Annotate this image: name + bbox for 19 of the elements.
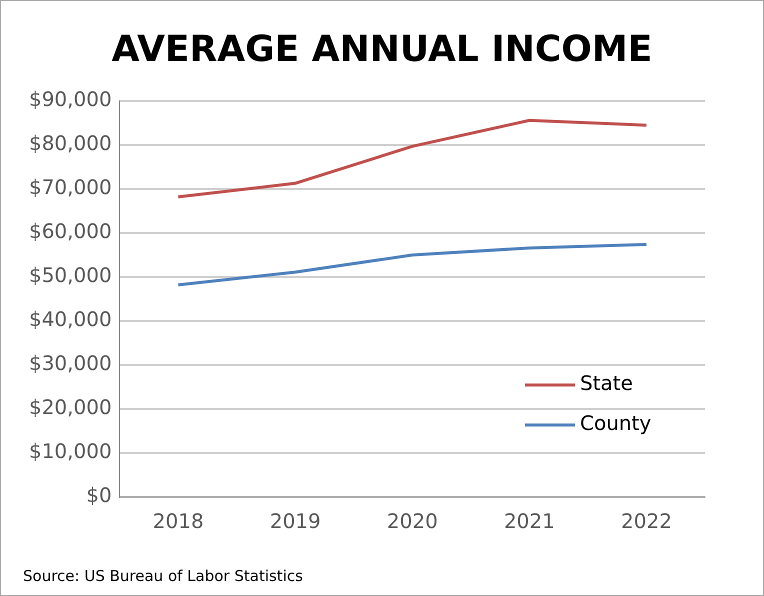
chart-title: AVERAGE ANNUAL INCOME: [110, 29, 654, 70]
y-tick-label: $90,000: [28, 87, 112, 112]
x-tick-label: 2020: [386, 509, 438, 534]
y-tick-label: $50,000: [28, 263, 112, 288]
source-note: Source: US Bureau of Labor Statistics: [23, 567, 303, 585]
legend-label: State: [580, 371, 633, 396]
y-tick-label: $10,000: [28, 439, 112, 464]
legend-label: County: [580, 411, 652, 436]
y-tick-label: $80,000: [28, 131, 112, 156]
x-tick-label: 2019: [270, 509, 321, 534]
y-tick-label: $70,000: [28, 175, 112, 200]
y-tick-label: $60,000: [28, 219, 112, 244]
y-tick-label: $0: [86, 483, 112, 508]
y-tick-label: $20,000: [28, 395, 112, 420]
x-tick-label: 2021: [504, 509, 555, 534]
y-tick-label: $40,000: [28, 307, 112, 332]
x-tick-label: 2018: [152, 509, 204, 534]
y-tick-label: $30,000: [28, 351, 112, 376]
x-tick-label: 2022: [621, 509, 672, 534]
